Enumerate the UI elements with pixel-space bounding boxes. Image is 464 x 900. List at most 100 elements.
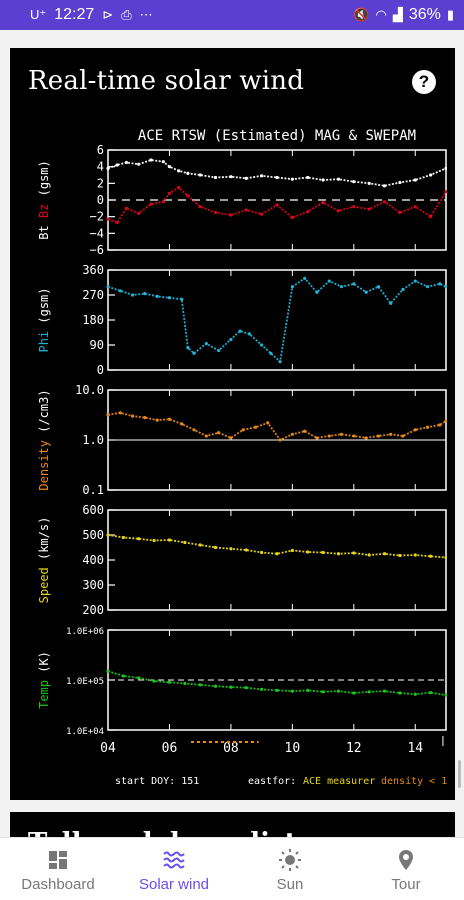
data-point-bt (167, 165, 172, 169)
solar-wind-card: Real-time solar wind ? ACE RTSW (Estimat… (10, 48, 455, 800)
chart-title: ACE RTSW (Estimated) MAG & SWEPAM (138, 128, 416, 144)
data-point-temp (106, 669, 110, 673)
data-point-temp (444, 693, 447, 697)
panel-frame-phi (107, 269, 447, 371)
data-point-temp (382, 689, 387, 693)
data-point-density (118, 411, 122, 415)
y-axis-label-part: (/cm3) (37, 389, 51, 440)
y-axis-label-density: Density (/cm3) (37, 389, 51, 490)
data-point-bt (413, 178, 417, 182)
more-dots-icon: ⋯ (139, 7, 153, 22)
y-axis-label-speed: Speed (km/s) (37, 517, 51, 604)
data-point-density (143, 416, 147, 420)
y-axis-label-part: Phi (37, 331, 51, 353)
print-icon: ⎙ (121, 7, 132, 22)
data-point-phi (352, 282, 356, 286)
data-point-density (278, 438, 282, 442)
data-point-phi (106, 285, 110, 289)
y-tick-label-mag: 0 (97, 193, 104, 207)
data-point-temp (137, 676, 141, 680)
data-point-density (204, 434, 208, 438)
data-point-bt (244, 176, 248, 180)
data-point-bt (229, 175, 233, 179)
data-point-phi (315, 290, 319, 294)
data-point-temp (275, 688, 279, 692)
data-point-bt (321, 178, 325, 182)
data-point-speed (352, 551, 356, 555)
data-point-phi (180, 297, 184, 301)
y-tick-label-mag: 6 (97, 143, 104, 157)
data-point-bt (115, 163, 119, 167)
nav-sun[interactable]: Sun (232, 838, 348, 900)
data-point-density (130, 414, 135, 418)
data-point-speed (229, 547, 233, 551)
data-point-phi (303, 276, 307, 280)
signal-icon: ⊳ (102, 7, 114, 22)
footer-density-legend: density < 1 (381, 776, 447, 787)
bottom-nav: Dashboard Solar wind Sun Tour (0, 837, 464, 900)
data-point-temp (244, 686, 248, 690)
nav-solar-wind[interactable]: Solar wind (116, 838, 232, 900)
y-tick-label-mag: 2 (97, 176, 104, 190)
data-point-phi (238, 329, 242, 333)
dashboard-icon (49, 851, 67, 869)
data-point-phi (438, 282, 442, 286)
data-point-bz (229, 213, 233, 217)
data-point-speed (382, 552, 387, 556)
battery-icon: ▮ (446, 7, 454, 22)
data-point-temp (290, 689, 294, 693)
data-point-temp (260, 687, 264, 691)
data-point-speed (198, 543, 202, 547)
data-point-temp (183, 681, 187, 686)
data-point-temp (229, 685, 233, 689)
y-tick-label-mag: 4 (97, 160, 104, 174)
data-point-bt (177, 169, 181, 173)
data-point-density (413, 428, 417, 432)
data-point-density (364, 436, 368, 440)
y-tick-label-speed: 600 (82, 503, 104, 517)
data-point-density (180, 422, 184, 426)
data-point-temp (152, 679, 156, 683)
data-point-bz (382, 200, 387, 204)
data-point-temp (413, 692, 417, 696)
series-line-bz (107, 186, 447, 224)
data-point-bt (306, 175, 310, 180)
status-time: 12:27 (54, 6, 95, 23)
y-axis-label-part: Density (37, 440, 51, 491)
data-point-speed (367, 553, 371, 557)
scroll-indicator[interactable] (458, 760, 461, 788)
data-point-bz (352, 205, 356, 209)
data-point-phi (290, 285, 294, 289)
location-pin-icon (399, 850, 413, 870)
data-point-phi (192, 351, 196, 355)
nav-label-solar-wind: Solar wind (138, 876, 210, 893)
data-point-speed (306, 550, 310, 554)
y-axis-label-part: (gsm) (37, 160, 51, 203)
data-point-bt (213, 175, 218, 180)
data-point-bz (290, 215, 294, 220)
data-point-density (401, 434, 405, 438)
footer-eastfor: eastfor: (248, 776, 296, 787)
data-point-phi (425, 285, 430, 289)
card-title: Real-time solar wind (28, 66, 305, 96)
data-point-phi (327, 279, 331, 283)
nav-dashboard[interactable]: Dashboard (0, 838, 116, 900)
y-tick-label-temp: 1.0E+05 (66, 677, 104, 687)
data-point-speed (290, 548, 294, 553)
data-point-phi (269, 351, 273, 355)
y-axis-label-part: (gsm) (37, 287, 51, 330)
y-tick-label-speed: 300 (82, 578, 104, 592)
data-point-speed (444, 555, 447, 560)
y-tick-label-speed: 500 (82, 528, 104, 542)
data-point-temp (429, 690, 433, 695)
data-point-speed (137, 537, 141, 541)
data-point-bz (429, 215, 433, 219)
y-tick-label-mag: −4 (90, 226, 104, 240)
data-point-density (327, 434, 331, 438)
panel-frame-speed (107, 509, 447, 611)
x-tick-label: 04 (100, 741, 116, 756)
data-point-bt (429, 173, 433, 177)
help-icon[interactable]: ? (412, 70, 436, 94)
nav-tour[interactable]: Tour (348, 838, 464, 900)
data-point-density (376, 434, 380, 438)
